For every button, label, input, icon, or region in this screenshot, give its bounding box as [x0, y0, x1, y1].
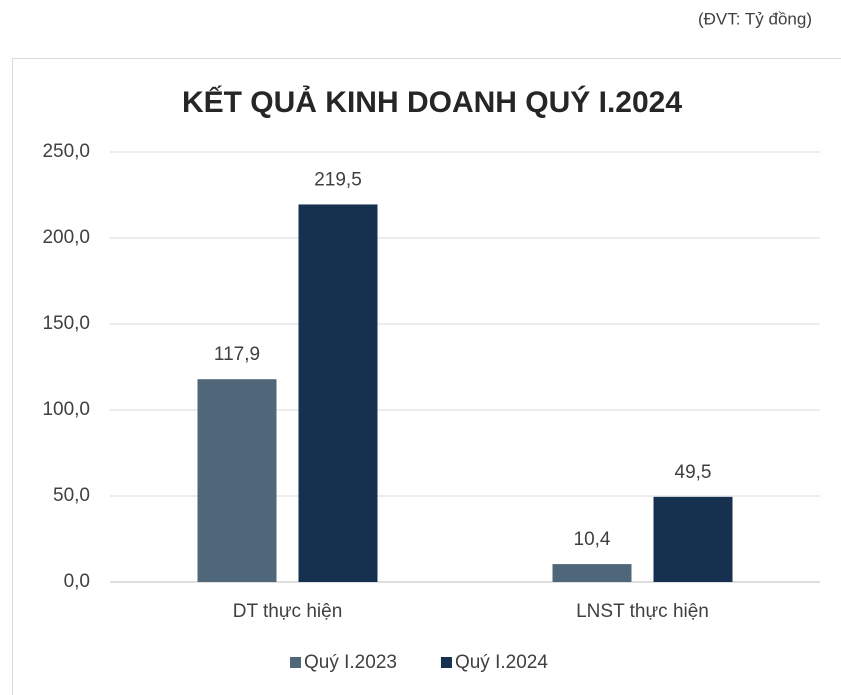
y-tick-label: 100,0	[42, 399, 90, 420]
chart-title: KẾT QUẢ KINH DOANH QUÝ I.2024	[182, 85, 682, 119]
y-tick-label: 50,0	[53, 485, 90, 506]
bar	[298, 204, 378, 582]
bar	[653, 496, 733, 582]
data-label: 10,4	[574, 529, 611, 550]
bar	[197, 379, 277, 582]
data-label: 117,9	[214, 344, 260, 365]
legend-label: Quý I.2023	[304, 652, 397, 673]
legend-swatch	[440, 657, 452, 668]
y-tick-label: 250,0	[42, 141, 90, 162]
x-tick-label: DT thực hiện	[233, 601, 343, 622]
x-tick-label: LNST thực hiện	[576, 601, 709, 622]
y-tick-label: 150,0	[42, 313, 90, 334]
y-tick-label: 200,0	[42, 227, 90, 248]
data-label: 219,5	[314, 169, 362, 190]
legend-swatch	[290, 657, 301, 668]
chart-frame	[12, 58, 841, 695]
bar	[552, 564, 632, 582]
legend-label: Quý I.2024	[455, 652, 548, 673]
unit-note: (ĐVT: Tỷ đồng)	[698, 9, 812, 28]
data-label: 49,5	[675, 462, 712, 483]
y-tick-label: 0,0	[64, 571, 90, 592]
